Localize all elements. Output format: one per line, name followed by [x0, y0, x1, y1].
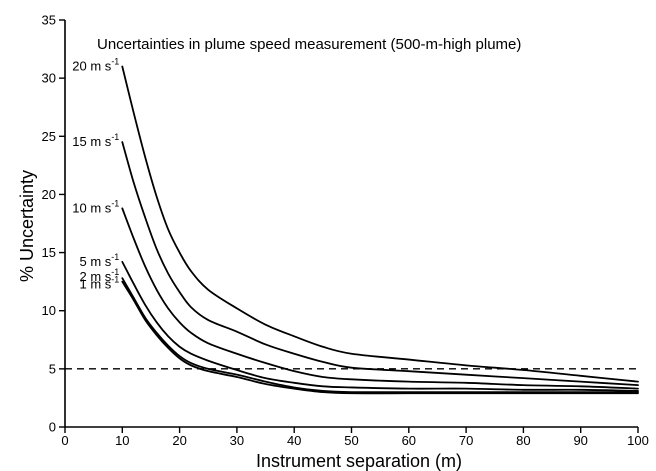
series-line — [121, 277, 639, 394]
series-label: 15 m s-1 — [72, 132, 119, 149]
x-tick-label: 40 — [287, 433, 301, 448]
series-label: 1 m s-1 — [80, 275, 120, 292]
axis-spines — [64, 20, 638, 428]
series-label: 20 m s-1 — [72, 57, 119, 74]
series-label: 5 m s-1 — [80, 252, 120, 269]
y-tick-label: 10 — [42, 303, 56, 318]
y-tick-label: 25 — [42, 129, 56, 144]
series-label: 10 m s-1 — [72, 198, 119, 215]
y-tick-label: 15 — [42, 245, 56, 260]
series-group — [121, 65, 639, 395]
y-tick-label: 30 — [42, 71, 56, 86]
x-tick-label: 100 — [627, 433, 649, 448]
x-tick-label: 30 — [230, 433, 244, 448]
series-line — [121, 260, 639, 392]
y-tick-label: 35 — [42, 13, 56, 28]
series-labels: 20 m s-1 15 m s-1 10 m s-1 5 m s-12 m s-11 … — [72, 57, 119, 292]
x-tick-label: 70 — [459, 433, 473, 448]
x-tick-label: 10 — [115, 433, 129, 448]
y-tick-label: 0 — [49, 420, 56, 435]
y-tick-label: 20 — [42, 187, 56, 202]
x-tick-label: 20 — [172, 433, 186, 448]
series-line — [121, 65, 639, 383]
x-tick-label: 50 — [344, 433, 358, 448]
chart-title: Uncertainties in plume speed measurement… — [97, 36, 521, 53]
series-line — [121, 207, 639, 390]
x-tick-label: 60 — [402, 433, 416, 448]
y-tick-label: 5 — [49, 361, 56, 376]
x-tick-label: 80 — [516, 433, 530, 448]
axes: 0 10 20 30 40 50 60 70 80 90 100 0 5 10 15 20 25 30 35 — [42, 13, 649, 449]
x-tick-label: 0 — [61, 433, 68, 448]
series-label: 2 m s-1 — [80, 267, 120, 284]
series-line — [121, 280, 639, 395]
series-line — [121, 141, 639, 387]
x-axis-title: Instrument separation (m) — [256, 451, 462, 471]
x-tick-label: 90 — [573, 433, 587, 448]
y-axis-title: % Uncertainty — [17, 170, 37, 282]
